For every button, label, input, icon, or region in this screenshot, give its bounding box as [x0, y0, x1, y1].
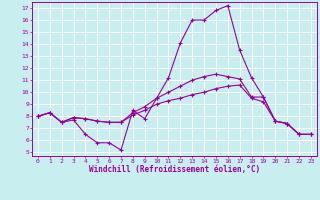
X-axis label: Windchill (Refroidissement éolien,°C): Windchill (Refroidissement éolien,°C): [89, 165, 260, 174]
